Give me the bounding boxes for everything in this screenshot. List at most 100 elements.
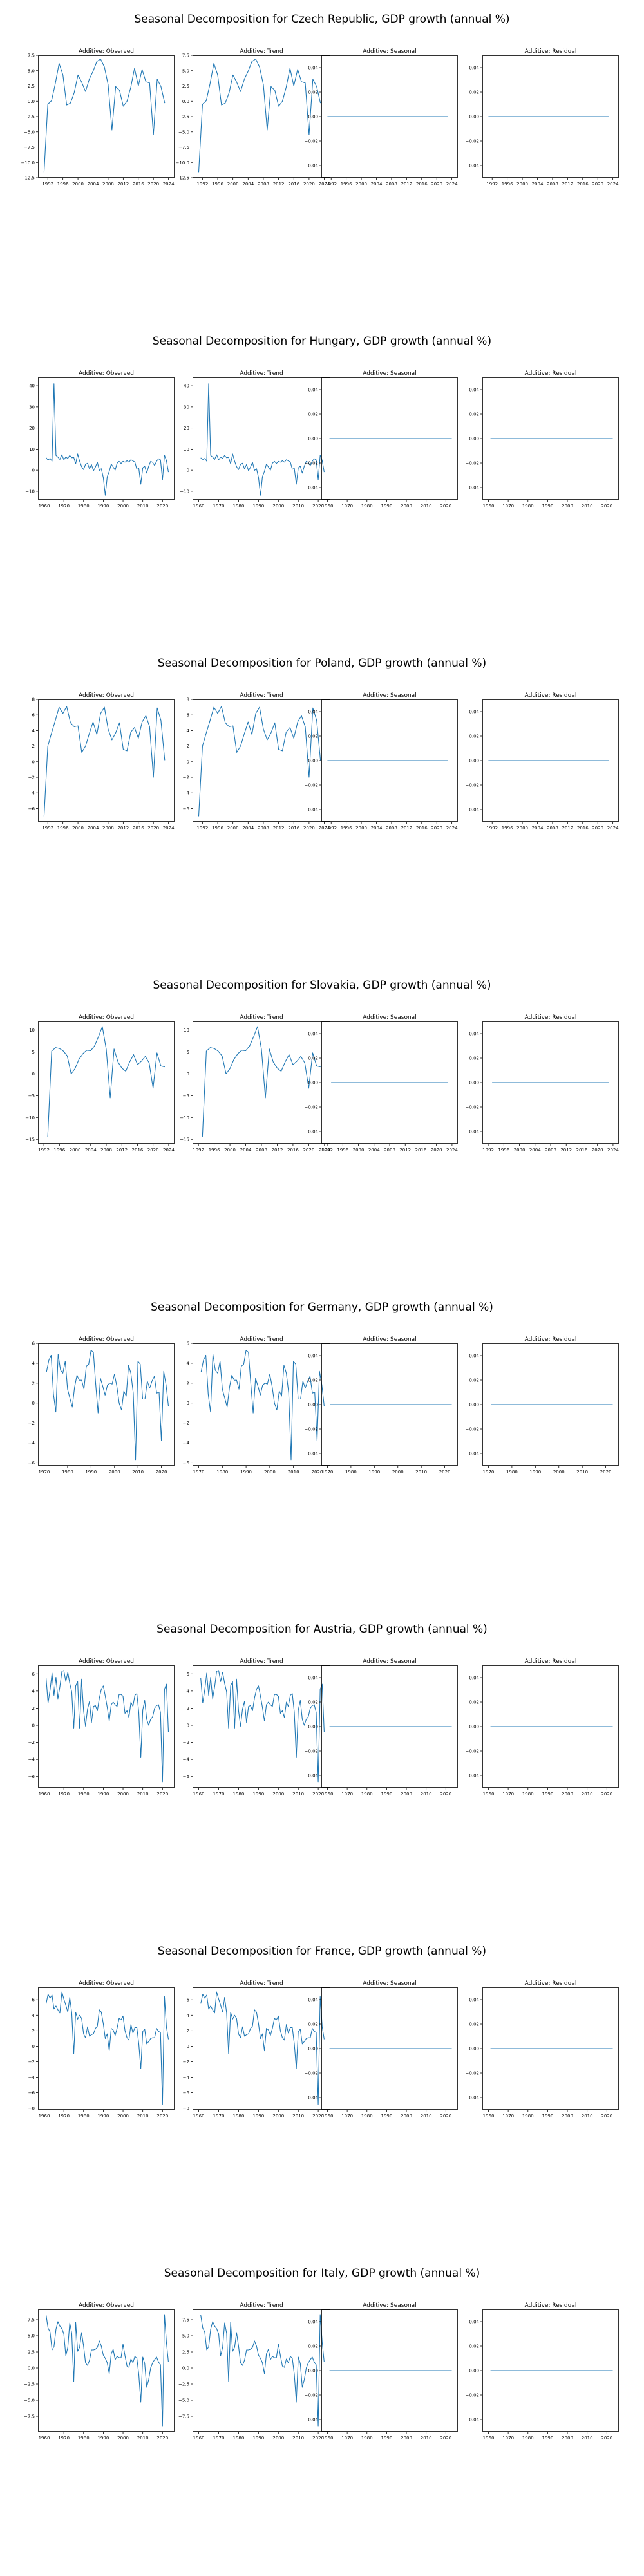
x-tick-label: 1960 xyxy=(483,504,495,509)
axes-frame xyxy=(38,377,175,500)
y-tick-label: −6 xyxy=(183,806,190,811)
y-tick-label: 0 xyxy=(187,1072,189,1077)
x-tick-label: 1960 xyxy=(39,2436,50,2441)
x-tick-label: 2008 xyxy=(258,182,269,187)
y-tick-label: 0.02 xyxy=(308,2022,318,2027)
subplot-svg: Additive: Residual 1992 1996 2000 2004 2008 20… xyxy=(466,1014,620,1153)
y-tick-label: −8 xyxy=(28,2106,35,2111)
y-tick-label: 30 xyxy=(29,404,35,410)
subplot-title: Additive: Trend xyxy=(240,1658,283,1665)
x-tick-label: 1990 xyxy=(97,504,109,509)
x-tick-label: 1980 xyxy=(62,1470,73,1475)
x-tick-label: 2008 xyxy=(100,1148,112,1153)
x-tick-label: 1960 xyxy=(483,2436,495,2441)
y-tick-label: −2 xyxy=(28,2060,35,2065)
subplot-additive-residual: Additive: Residual 1992 1996 2000 2004 2008 20… xyxy=(466,31,620,198)
x-tick-label: 1970 xyxy=(341,2436,353,2441)
y-tick-label: 0.00 xyxy=(308,1725,318,1730)
subplot-title: Additive: Observed xyxy=(79,1980,134,1987)
y-tick-label: −5.0 xyxy=(24,129,35,135)
y-tick-label: 0.04 xyxy=(469,66,479,71)
x-tick-label: 1992 xyxy=(38,1148,50,1153)
y-tick-label: 0.04 xyxy=(308,1998,318,2003)
y-tick-label: −10 xyxy=(180,1115,189,1121)
axes-frame xyxy=(482,2309,619,2432)
y-tick-label: 6 xyxy=(187,1998,190,2003)
y-tick-label: −4 xyxy=(28,1441,35,1446)
x-tick-label: 1990 xyxy=(97,2114,109,2119)
y-tick-label: 0 xyxy=(32,1723,35,1728)
x-tick-label: 1960 xyxy=(193,1792,205,1797)
x-tick-label: 1970 xyxy=(58,2114,70,2119)
subplot-title: Additive: Trend xyxy=(240,1980,283,1987)
y-tick-label: 0.02 xyxy=(308,90,318,95)
y-tick-label: 2 xyxy=(187,1381,189,1386)
x-tick-label: 2020 xyxy=(431,826,442,831)
x-tick-label: 2020 xyxy=(147,182,159,187)
x-tick-label: 2016 xyxy=(416,826,428,831)
x-tick-label: 2000 xyxy=(272,2114,284,2119)
axes-frame xyxy=(482,55,619,178)
y-tick-label: 6 xyxy=(187,1672,190,1677)
x-tick-label: 1970 xyxy=(213,2114,225,2119)
x-tick-label: 1980 xyxy=(233,504,245,509)
x-tick-label: 2012 xyxy=(562,182,573,187)
x-tick-label: 1996 xyxy=(209,1148,220,1153)
x-tick-label: 2004 xyxy=(529,1148,541,1153)
x-tick-label: 1960 xyxy=(39,2114,50,2119)
decomposition-figure: Seasonal Decomposition for Germany, GDP … xyxy=(0,1301,644,1494)
y-tick-label: −0.04 xyxy=(466,2418,480,2423)
y-tick-label: 0 xyxy=(187,759,189,764)
x-tick-label: 2008 xyxy=(384,1148,395,1153)
x-tick-label: 2020 xyxy=(312,2114,324,2119)
y-tick-label: 0 xyxy=(187,468,189,473)
x-tick-label: 2020 xyxy=(303,182,315,187)
x-tick-label: 1992 xyxy=(486,826,498,831)
x-tick-label: 2012 xyxy=(399,1148,411,1153)
subplot-title: Additive: Observed xyxy=(79,692,134,699)
x-tick-label: 1980 xyxy=(361,2114,373,2119)
x-tick-label: 2008 xyxy=(256,1148,267,1153)
subplot-additive-trend: Additive: Trend 1960 1970 1980 1990 2000 2010 2… xyxy=(180,353,330,520)
x-tick-label: 2010 xyxy=(288,1470,299,1475)
x-tick-label: 2010 xyxy=(292,2114,304,2119)
subplot-title: Additive: Seasonal xyxy=(363,1658,416,1665)
x-tick-label: 2020 xyxy=(601,504,612,509)
y-tick-label: 0.04 xyxy=(308,1032,318,1037)
x-tick-label: 1990 xyxy=(252,1792,264,1797)
x-tick-label: 2016 xyxy=(287,1148,299,1153)
y-tick-label: 6 xyxy=(187,713,190,718)
x-tick-label: 2020 xyxy=(312,504,324,509)
y-tick-label: −0.04 xyxy=(466,1452,480,1457)
x-tick-label: 2000 xyxy=(272,504,284,509)
x-tick-label: 1980 xyxy=(233,2114,245,2119)
y-tick-label: 0.04 xyxy=(308,1676,318,1681)
subplot-title: Additive: Residual xyxy=(525,1980,577,1987)
x-tick-label: 2016 xyxy=(132,1148,144,1153)
y-tick-label: −7.5 xyxy=(24,2414,35,2420)
x-tick-label: 2000 xyxy=(562,2436,573,2441)
y-tick-label: −0.04 xyxy=(305,164,319,169)
x-tick-label: 2012 xyxy=(273,826,285,831)
y-tick-label: 0.00 xyxy=(469,1081,479,1086)
x-tick-label: 2004 xyxy=(88,826,99,831)
x-tick-label: 2000 xyxy=(117,2114,129,2119)
y-tick-label: 2.5 xyxy=(28,2350,35,2355)
x-tick-label: 1996 xyxy=(53,1148,65,1153)
x-tick-label: 2010 xyxy=(582,2436,593,2441)
series-line xyxy=(200,383,325,496)
subplot-additive-observed: Additive: Observed 1960 1970 1980 1990 2000 20… xyxy=(28,1963,175,2130)
y-tick-label: −6 xyxy=(28,1774,35,1779)
x-tick-label: 1960 xyxy=(322,504,334,509)
subplot-additive-residual: Additive: Residual 1970 1980 1990 2000 2010 20… xyxy=(466,1319,619,1486)
x-tick-label: 1990 xyxy=(381,2114,392,2119)
y-tick-label: −0.02 xyxy=(305,783,318,788)
x-tick-label: 1980 xyxy=(506,1470,518,1475)
x-tick-label: 1980 xyxy=(522,2436,534,2441)
y-tick-label: −0.02 xyxy=(305,2071,318,2076)
decomposition-figure: Seasonal Decomposition for France, GDP g… xyxy=(0,1945,644,2138)
y-tick-label: 4 xyxy=(187,1361,190,1366)
